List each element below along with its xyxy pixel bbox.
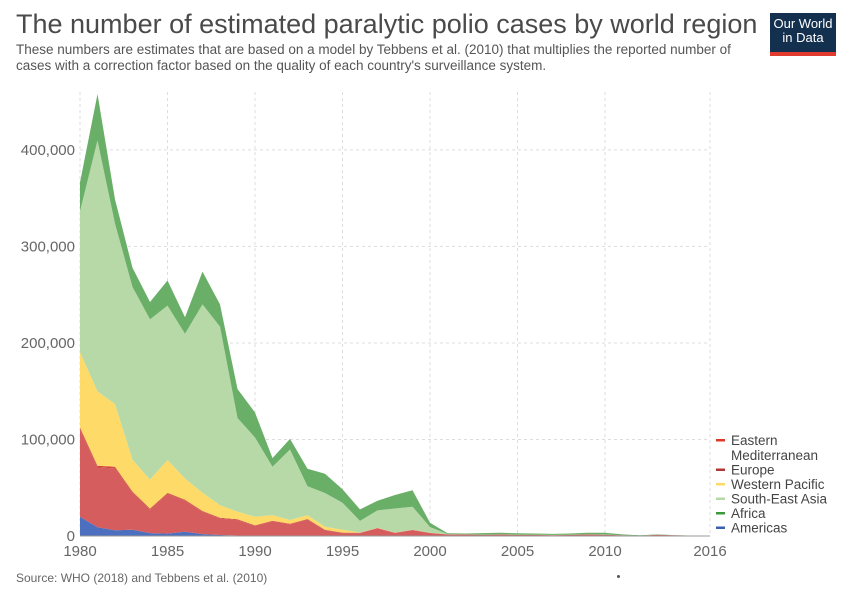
x-tick-label: 1985 bbox=[151, 543, 184, 560]
legend-item[interactable]: Americas bbox=[716, 521, 788, 536]
x-tick-label: 2016 bbox=[693, 543, 726, 560]
legend-label-continued: Mediterranean bbox=[731, 448, 818, 463]
chart-title: The number of estimated paralytic polio … bbox=[16, 9, 758, 39]
logo-line-1: Our World bbox=[773, 16, 833, 31]
legend-swatch bbox=[716, 497, 725, 500]
legend-item[interactable]: Europe bbox=[716, 463, 775, 478]
x-axis-tick-labels: 1980 1985 1990 1995 2000 2005 2010 2016 bbox=[63, 543, 726, 560]
legend-swatch bbox=[716, 512, 725, 515]
x-tick-label: 1995 bbox=[326, 543, 359, 560]
legend-swatch bbox=[716, 468, 725, 471]
x-tick-label: 1990 bbox=[238, 543, 271, 560]
source-note[interactable]: Source: WHO (2018) and Tebbens et al. (2… bbox=[16, 571, 268, 585]
legend-item[interactable]: Africa bbox=[716, 506, 766, 521]
legend-label: Europe bbox=[731, 463, 775, 478]
x-tick-label: 1980 bbox=[63, 543, 96, 560]
y-axis-tick-labels: 0 100,000 200,000 300,000 400,000 bbox=[21, 142, 710, 545]
y-tick-label: 100,000 bbox=[21, 431, 75, 448]
y-tick-label: 200,000 bbox=[21, 335, 75, 352]
legend-label: Eastern bbox=[731, 433, 778, 448]
x-tick-label: 2000 bbox=[413, 543, 446, 560]
x-tick-label: 2010 bbox=[588, 543, 621, 560]
y-tick-label: 0 bbox=[67, 528, 75, 545]
legend-item[interactable]: South-East Asia bbox=[716, 492, 828, 507]
logo-line-2: in Data bbox=[782, 30, 824, 45]
area-series bbox=[80, 94, 710, 536]
y-tick-label: 300,000 bbox=[21, 238, 75, 255]
chart-subtitle: These numbers are estimates that are bas… bbox=[16, 42, 731, 73]
area-africa-1[interactable] bbox=[80, 429, 710, 536]
x-tick-label: 2005 bbox=[501, 543, 534, 560]
owid-logo[interactable]: Our World in Data bbox=[770, 13, 836, 56]
legend-swatch bbox=[716, 526, 725, 529]
legend-label: Western Pacific bbox=[731, 477, 825, 492]
timeline-dot bbox=[617, 575, 620, 578]
legend-swatch bbox=[716, 439, 725, 442]
legend-label: Americas bbox=[731, 521, 788, 536]
area-south-east-asia-5[interactable] bbox=[80, 140, 710, 536]
legend-item[interactable]: Western Pacific bbox=[716, 477, 825, 492]
y-tick-label: 400,000 bbox=[21, 142, 75, 159]
legend-label: South-East Asia bbox=[731, 492, 828, 507]
area-americas-0[interactable] bbox=[80, 516, 710, 536]
legend-swatch bbox=[716, 483, 725, 486]
legend-label: Africa bbox=[731, 506, 766, 521]
